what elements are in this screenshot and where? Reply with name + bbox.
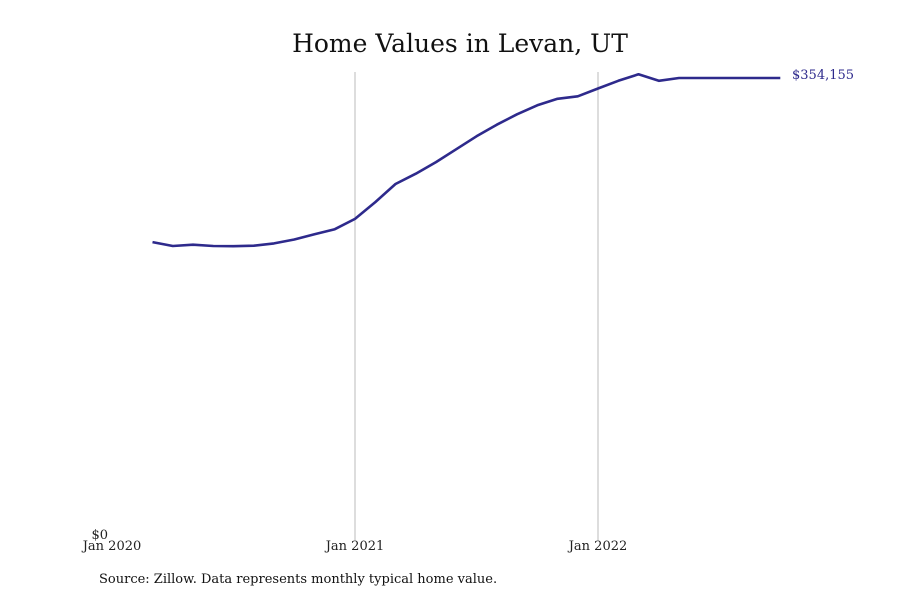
x-axis-ticks: Jan 2020 Jan 2021 Jan 2022 <box>81 539 628 554</box>
x-tick-label: Jan 2022 <box>567 539 628 554</box>
grid-lines <box>354 72 599 540</box>
source-note: Source: Zillow. Data represents monthly … <box>99 572 498 587</box>
series-line <box>152 73 781 248</box>
end-value-label: $354,155 <box>792 68 854 83</box>
chart-title: Home Values in Levan, UT <box>292 29 628 58</box>
y-tick-label: $0 <box>91 528 108 543</box>
x-tick-label: Jan 2021 <box>324 539 385 554</box>
x-tick-label: Jan 2020 <box>81 539 142 554</box>
y-axis-ticks: $0 <box>91 528 108 543</box>
